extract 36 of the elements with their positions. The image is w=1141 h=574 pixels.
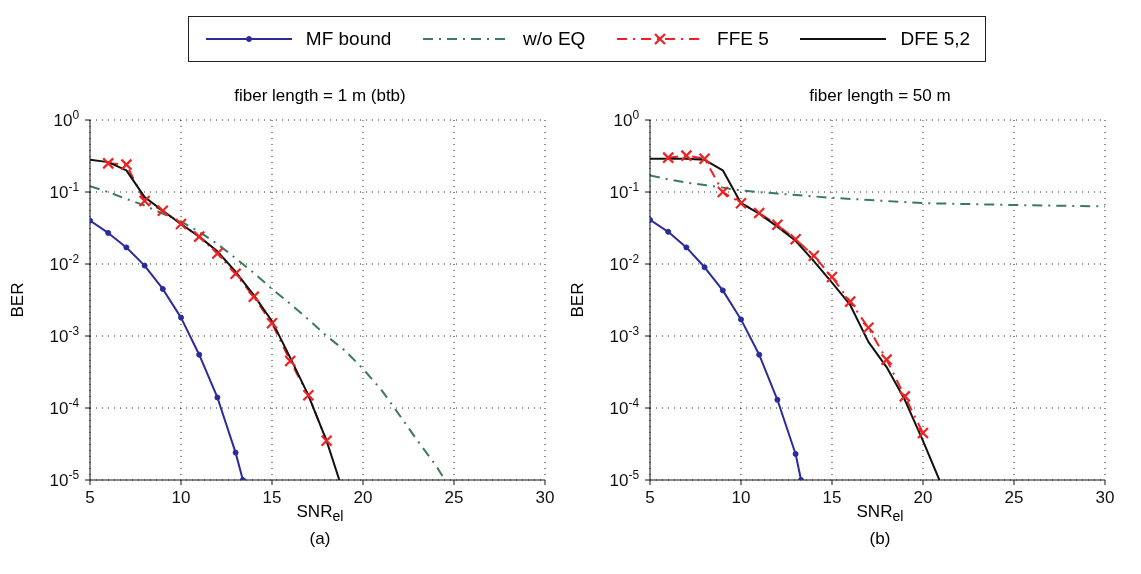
y-tick-label: 10$^{-2}$ bbox=[609, 252, 640, 274]
x-tick-label: 5 bbox=[645, 488, 655, 507]
x-tick-label: 20 bbox=[913, 488, 933, 507]
x-tick-label: 10 bbox=[731, 488, 751, 507]
y-axis-title: BER bbox=[8, 281, 28, 320]
x-tick-label: 25 bbox=[1004, 488, 1024, 507]
x-tick-label: 30 bbox=[1095, 488, 1115, 507]
legend-label: FFE 5 bbox=[717, 28, 769, 50]
y-tick-label: 10$^{-4}$ bbox=[609, 396, 640, 418]
x-tick-label: 15 bbox=[822, 488, 842, 507]
y-tick-label: 10$^{0}$ bbox=[613, 108, 640, 130]
x-tick-label: 5 bbox=[85, 488, 95, 507]
y-tick-label: 10$^{-5}$ bbox=[609, 468, 640, 490]
y-tick-label: 10$^{-5}$ bbox=[49, 468, 80, 490]
legend-label: w/o EQ bbox=[523, 28, 586, 50]
text: (b) bbox=[868, 528, 892, 550]
chart-title: fiber length = 50 m bbox=[808, 86, 952, 106]
chart-title: fiber length = 1 m (btb) bbox=[233, 86, 407, 106]
x-tick-label: 30 bbox=[535, 488, 555, 507]
text: (a) bbox=[308, 528, 332, 550]
y-tick-label: 10$^{-4}$ bbox=[49, 396, 80, 418]
x-axis-title: SNR$_{el}$ bbox=[296, 502, 344, 525]
y-tick-label: 10$^{-2}$ bbox=[49, 252, 80, 274]
y-tick-label: 10$^{-3}$ bbox=[609, 324, 640, 346]
x-tick-label: 10 bbox=[171, 488, 191, 507]
y-tick-label: 10$^{-1}$ bbox=[609, 180, 640, 202]
x-tick-label: 25 bbox=[444, 488, 464, 507]
y-axis-title: BER bbox=[568, 281, 588, 320]
x-tick-label: 15 bbox=[262, 488, 282, 507]
y-tick-label: 10$^{0}$ bbox=[53, 108, 80, 130]
legend-label: MF bound bbox=[305, 28, 392, 50]
x-tick-label: 20 bbox=[353, 488, 373, 507]
y-tick-label: 10$^{-3}$ bbox=[49, 324, 80, 346]
x-axis-title: SNR$_{el}$ bbox=[856, 502, 904, 525]
legend-label: DFE 5,2 bbox=[900, 28, 971, 50]
y-tick-label: 10$^{-1}$ bbox=[49, 180, 80, 202]
